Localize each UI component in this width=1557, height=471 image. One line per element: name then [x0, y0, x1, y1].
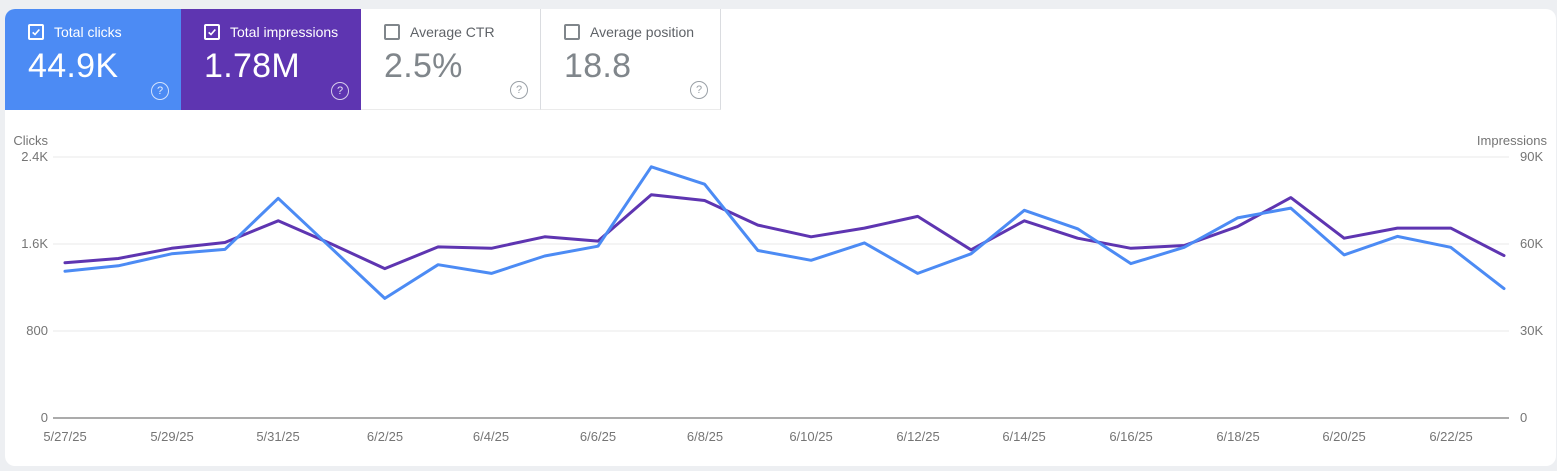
average-position-value: 18.8 — [564, 47, 632, 85]
card-label: Total clicks — [54, 24, 122, 40]
card-header: Total impressions — [204, 24, 361, 40]
x-axis-label: 6/14/25 — [1002, 429, 1046, 444]
average-position-checkbox[interactable] — [564, 24, 580, 40]
x-axis-label: 6/6/25 — [579, 429, 617, 444]
card-total-clicks[interactable]: Total clicks 44.9K ? — [5, 9, 181, 110]
x-axis-label: 6/22/25 — [1429, 429, 1473, 444]
right-axis-tick: 30K — [1520, 323, 1544, 338]
x-axis-labels: 5/27/25 5/29/25 5/31/25 6/2/25 6/4/25 6/6/25 6… — [5, 429, 1556, 449]
series-line-right — [63, 193, 1506, 271]
right-axis-tick: 60K — [1520, 236, 1544, 251]
card-header: Average position — [564, 24, 720, 40]
x-axis-label: 5/29/25 — [150, 429, 194, 444]
average-ctr-value: 2.5% — [384, 47, 463, 85]
total-clicks-value: 44.9K — [28, 47, 119, 85]
card-label: Total impressions — [230, 24, 339, 40]
left-axis-tick: 2.4K — [21, 149, 48, 164]
average-ctr-checkbox[interactable] — [384, 24, 400, 40]
help-icon[interactable]: ? — [690, 81, 708, 99]
x-axis-label: 6/16/25 — [1109, 429, 1153, 444]
card-label: Average position — [590, 24, 695, 40]
checkmark-icon — [32, 28, 40, 36]
card-average-position[interactable]: Average position 18.8 ? — [541, 9, 721, 110]
total-impressions-checkbox[interactable] — [204, 24, 220, 40]
x-axis-label: 6/12/25 — [896, 429, 940, 444]
x-axis-label: 6/10/25 — [789, 429, 833, 444]
right-axis-tick: 0 — [1520, 410, 1528, 425]
x-axis-label: 5/31/25 — [256, 429, 300, 444]
x-axis-label: 6/18/25 — [1216, 429, 1260, 444]
card-label: Average CTR — [410, 24, 495, 40]
performance-panel: Total clicks 44.9K ? Total impressions 1… — [5, 9, 1556, 466]
left-axis-title: Clicks — [13, 133, 48, 148]
help-icon[interactable]: ? — [331, 82, 349, 100]
x-axis-label: 5/27/25 — [43, 429, 87, 444]
x-axis-label: 6/20/25 — [1322, 429, 1366, 444]
card-header: Total clicks — [28, 24, 181, 40]
series-line-left — [63, 165, 1506, 300]
total-clicks-checkbox[interactable] — [28, 24, 44, 40]
total-impressions-value: 1.78M — [204, 47, 300, 85]
checkmark-icon — [208, 28, 216, 36]
metric-cards-row: Total clicks 44.9K ? Total impressions 1… — [5, 9, 721, 110]
x-axis-label: 6/2/25 — [366, 429, 404, 444]
left-axis-tick: 800 — [26, 323, 48, 338]
card-average-ctr[interactable]: Average CTR 2.5% ? — [361, 9, 541, 110]
right-axis-title: Impressions — [1476, 133, 1547, 148]
x-axis-label: 6/4/25 — [472, 429, 510, 444]
x-axis-label: 6/8/25 — [686, 429, 724, 444]
right-axis-tick: 90K — [1520, 149, 1544, 164]
help-icon[interactable]: ? — [510, 81, 528, 99]
card-total-impressions[interactable]: Total impressions 1.78M ? — [181, 9, 361, 110]
card-header: Average CTR — [384, 24, 540, 40]
left-axis-tick: 0 — [40, 410, 48, 425]
help-icon[interactable]: ? — [151, 82, 169, 100]
left-axis-tick: 1.6K — [21, 236, 48, 251]
